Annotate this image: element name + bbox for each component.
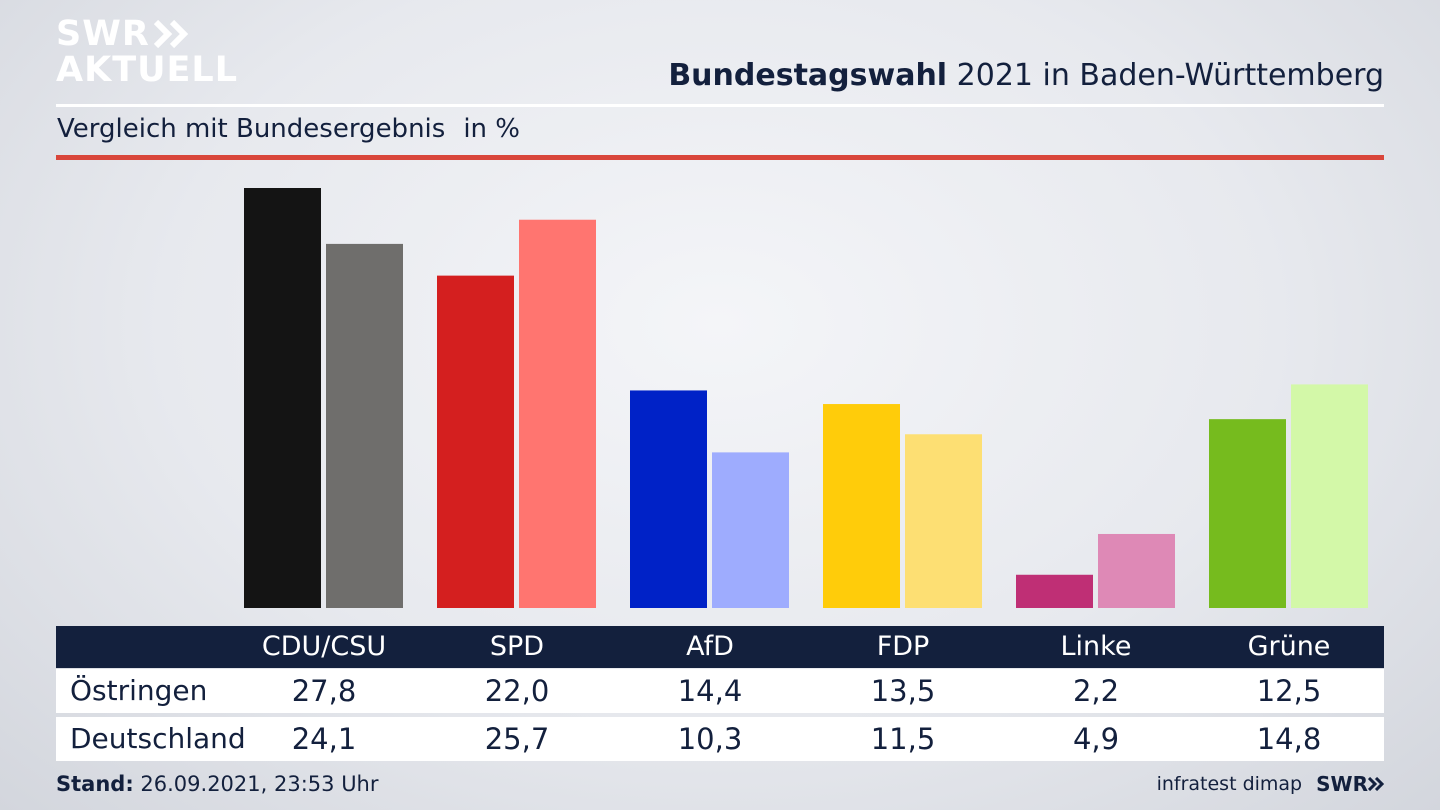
- row-label: Östringen: [70, 674, 208, 707]
- bar-national-4: [1098, 533, 1175, 608]
- bar-local-4: [1016, 574, 1093, 608]
- value-label: 4,9: [1072, 722, 1120, 756]
- chart-title: Bundestagswahl 2021 in Baden-Württemberg: [668, 58, 1384, 93]
- subtitle-text: Vergleich mit Bundesergebnis: [57, 114, 446, 144]
- source-label: infratest dimap: [1156, 773, 1303, 795]
- bar-local-2: [630, 390, 707, 608]
- swr-aktuell-logo: SWR AKTUELL: [56, 16, 238, 88]
- double-chevron-icon: [153, 20, 189, 48]
- value-label: 13,5: [870, 674, 936, 708]
- bar-local-0: [244, 188, 321, 608]
- category-label: AfD: [686, 631, 734, 662]
- timestamp: Stand: 26.09.2021, 23:53 Uhr: [56, 772, 379, 796]
- bar-national-0: [326, 243, 403, 608]
- value-label: 14,4: [677, 674, 743, 708]
- brand-label: SWR: [1316, 772, 1368, 796]
- table-row: Deutschland 24,1 25,7 10,3 11,5 4,9 14,8: [56, 717, 1384, 761]
- stand-label: Stand:: [56, 772, 134, 796]
- value-label: 14,8: [1256, 722, 1322, 756]
- value-label: 11,5: [870, 722, 936, 756]
- unit-label: in %: [463, 114, 520, 144]
- value-label: 2,2: [1072, 674, 1120, 708]
- value-label: 24,1: [291, 722, 357, 756]
- value-label: 27,8: [291, 674, 357, 708]
- brand-mark: SWR: [1316, 772, 1384, 796]
- bar-local-3: [823, 404, 900, 608]
- source-credit: infratest dimap SWR: [1157, 772, 1384, 796]
- category-label: CDU/CSU: [261, 631, 387, 662]
- category-label: Grüne: [1247, 631, 1331, 662]
- bar-national-3: [905, 434, 982, 608]
- logo-line1: SWR: [56, 14, 150, 54]
- row-label: Deutschland: [70, 722, 246, 755]
- title-rest: 2021 in Baden-Württemberg: [956, 58, 1384, 93]
- category-label: SPD: [489, 631, 545, 662]
- double-chevron-icon: [1368, 777, 1384, 791]
- value-label: 22,0: [484, 674, 550, 708]
- stand-value: 26.09.2021, 23:53 Uhr: [140, 772, 379, 796]
- bar-national-2: [712, 452, 789, 608]
- logo-line2: AKTUELL: [56, 50, 239, 90]
- bar-local-5: [1209, 419, 1286, 608]
- category-label: FDP: [876, 631, 930, 662]
- chart-subtitle: Vergleich mit Bundesergebnis in %: [57, 114, 520, 144]
- bar-chart: [244, 188, 1368, 608]
- bar-local-1: [437, 275, 514, 608]
- bar-national-5: [1291, 384, 1368, 608]
- table-header: CDU/CSU SPD AfD FDP Linke Grüne: [56, 626, 1384, 668]
- title-bold: Bundestagswahl: [668, 58, 948, 93]
- value-label: 12,5: [1256, 674, 1322, 708]
- accent-divider: [56, 155, 1384, 160]
- table-row: Östringen 27,8 22,0 14,4 13,5 2,2 12,5: [56, 669, 1384, 713]
- value-label: 10,3: [677, 722, 743, 756]
- value-label: 25,7: [484, 722, 550, 756]
- header-divider: [56, 104, 1384, 107]
- bar-national-1: [519, 219, 596, 608]
- category-label: Linke: [1060, 631, 1132, 662]
